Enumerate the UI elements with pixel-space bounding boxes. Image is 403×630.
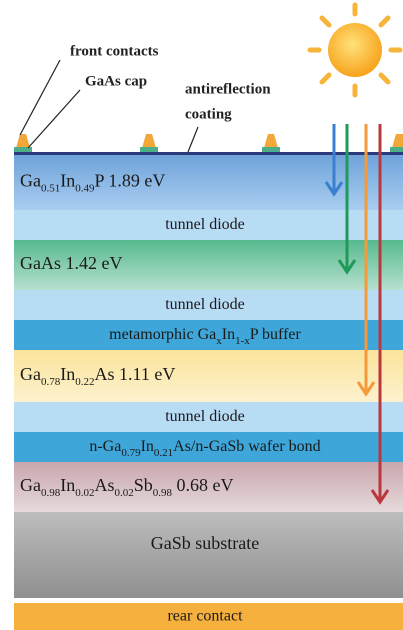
front-contacts [14,134,403,155]
callout-gaas-cap: GaAs cap [85,73,147,89]
layer-label: tunnel diode [165,408,245,425]
label-subscript: 0.22 [75,376,94,388]
label-subscript: 0.21 [154,447,173,459]
label-text: In [60,171,75,191]
diagram: Ga0.51In0.49P 1.89 eVtunnel diodeGaAs 1.… [0,0,403,630]
layer-label: tunnel diode [165,216,245,233]
label-text: In [60,364,75,384]
layer-label: rear contact [167,607,243,624]
label-text: tunnel diode [165,296,245,313]
label-text: Sb [134,475,153,495]
label-text: In [141,438,154,455]
label-subscript: 0.02 [75,487,94,499]
label-text: tunnel diode [165,408,245,425]
label-subscript: 0.79 [121,447,141,459]
callout-coating: coating [185,106,232,122]
label-text: As 1.11 eV [95,364,176,384]
label-text: GaAs 1.42 eV [20,253,122,273]
label-text: 0.68 eV [172,475,234,495]
label-text: n-Ga [89,438,121,455]
label-text: GaSb substrate [151,533,259,553]
label-subscript: 0.78 [41,376,61,388]
label-text: P buffer [250,326,302,343]
label-subscript: 0.49 [75,182,95,194]
label-text: Ga [20,475,41,495]
layer-label: tunnel diode [165,296,245,313]
label-text: In [222,326,235,343]
layer [14,512,403,598]
layer-label: GaAs 1.42 eV [20,253,122,273]
page: {"callouts": {"front_contacts": "front c… [0,0,403,630]
label-subscript: 0.98 [153,487,173,499]
callout-antireflection: antireflection [185,81,271,97]
label-text: rear contact [167,607,243,624]
label-subscript: 0.02 [115,487,134,499]
label-subscript: 0.51 [41,182,60,194]
label-text: As/n-GaSb wafer bond [173,438,321,455]
label-text: Ga [20,364,41,384]
label-text: Ga [20,171,41,191]
label-text: metamorphic Ga [109,326,216,343]
callout-front-contacts: front contacts [70,43,159,59]
label-subscript: 0.98 [41,487,61,499]
label-text: tunnel diode [165,216,245,233]
label-text: In [60,475,75,495]
label-text: As [95,475,115,495]
label-subscript: 1-x [235,335,250,347]
label-text: P 1.89 eV [95,171,166,191]
layer-label: GaSb substrate [151,533,259,553]
sun [310,5,400,95]
